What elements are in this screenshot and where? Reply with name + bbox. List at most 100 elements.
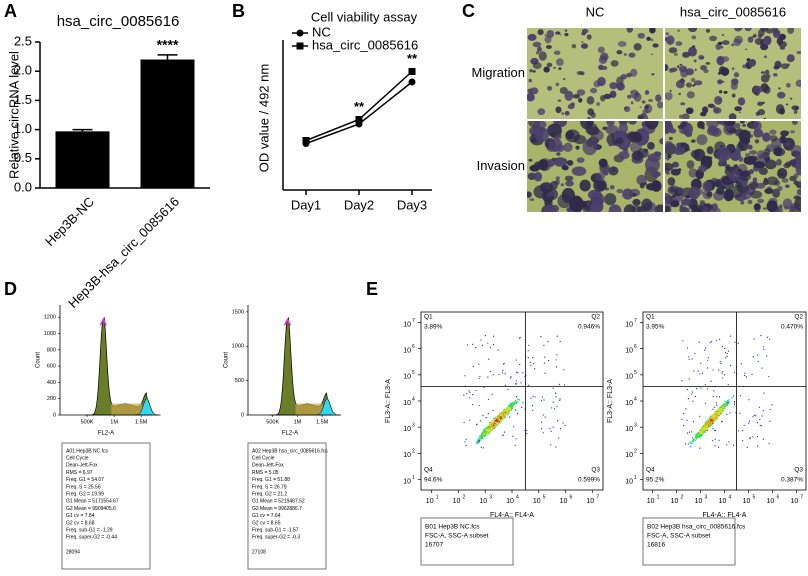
event-dot bbox=[510, 406, 513, 409]
cell bbox=[665, 192, 671, 202]
event-dot bbox=[700, 433, 703, 436]
cell bbox=[564, 90, 574, 101]
event-dot bbox=[710, 341, 713, 343]
x-tick-exponent: 6 bbox=[570, 494, 573, 500]
cell bbox=[651, 73, 655, 76]
cell bbox=[688, 168, 698, 178]
event-dot bbox=[719, 361, 721, 363]
event-dot bbox=[497, 416, 501, 420]
cell bbox=[702, 106, 709, 114]
x-tick-exponent: 5 bbox=[752, 494, 755, 500]
quadrant-name: Q2 bbox=[794, 314, 803, 321]
report-line: Freq. sub-G1 = -1.57 bbox=[252, 528, 299, 534]
x-tick-exponent: 6 bbox=[776, 494, 779, 500]
cell bbox=[576, 89, 586, 96]
cell bbox=[534, 127, 550, 143]
event-dot bbox=[700, 362, 702, 364]
cell bbox=[692, 84, 695, 87]
cell bbox=[555, 82, 560, 87]
event-dot bbox=[558, 383, 561, 385]
panel-letter: C bbox=[462, 1, 475, 21]
cell bbox=[557, 194, 572, 209]
cell bbox=[527, 191, 532, 198]
event-dot bbox=[497, 349, 499, 351]
event-dot bbox=[540, 428, 543, 430]
event-dot bbox=[511, 407, 514, 410]
event-dot bbox=[487, 342, 489, 344]
y-tick-label: 10 bbox=[403, 400, 411, 407]
cell bbox=[605, 187, 609, 191]
cell bbox=[604, 193, 617, 206]
event-dot bbox=[483, 433, 485, 435]
event-dot bbox=[705, 425, 709, 429]
event-dot bbox=[491, 393, 493, 395]
cell bbox=[667, 177, 676, 186]
report-line: G2 cv = 8.65 bbox=[252, 520, 281, 526]
event-dot bbox=[509, 377, 512, 379]
y-tick-label: 1.5 bbox=[14, 92, 32, 107]
cell bbox=[762, 207, 767, 210]
cell bbox=[754, 203, 761, 210]
event-dot bbox=[479, 420, 481, 422]
cell bbox=[538, 51, 547, 61]
micrograph bbox=[665, 28, 801, 119]
event-dot bbox=[712, 423, 714, 425]
event-dot bbox=[492, 409, 494, 411]
cell bbox=[785, 103, 789, 106]
report-line: Freq. G1 = 54.07 bbox=[66, 477, 104, 483]
quadrant-value: 95.2% bbox=[646, 477, 665, 484]
cell bbox=[777, 91, 786, 99]
chart-title: hsa_circ_0085616 bbox=[57, 13, 180, 30]
event-dot bbox=[469, 419, 471, 421]
cell bbox=[763, 177, 768, 182]
event-dot bbox=[516, 400, 518, 403]
cell bbox=[721, 34, 725, 36]
y-tick-label: 10 bbox=[403, 321, 411, 328]
event-dot bbox=[697, 432, 700, 434]
event-dot bbox=[506, 407, 510, 411]
cell bbox=[760, 71, 766, 74]
event-dot bbox=[724, 347, 726, 350]
cell bbox=[681, 77, 684, 80]
cell bbox=[618, 151, 630, 160]
cell bbox=[608, 204, 622, 212]
micrograph-bg bbox=[527, 28, 663, 119]
event-dot bbox=[485, 416, 487, 419]
y-tick-label: 1.0 bbox=[14, 121, 32, 136]
event-dot bbox=[477, 441, 480, 444]
event-dot bbox=[720, 421, 723, 423]
cell bbox=[548, 138, 563, 152]
cell bbox=[616, 188, 624, 194]
cell bbox=[718, 90, 723, 94]
event-dot bbox=[532, 356, 534, 359]
histogram-fill bbox=[269, 316, 342, 416]
event-dot bbox=[502, 434, 504, 436]
cell bbox=[691, 35, 697, 40]
event-dot bbox=[485, 428, 489, 432]
x-tick-exponent: 3 bbox=[705, 494, 708, 500]
x-tick-label: Day1 bbox=[291, 197, 321, 212]
cell bbox=[665, 92, 673, 101]
cell bbox=[675, 41, 683, 46]
panel-letter: D bbox=[4, 279, 17, 299]
report-line: RMS = 5.05 bbox=[252, 470, 279, 476]
cell bbox=[755, 209, 760, 212]
report-line: B01 Hep3B NC.fcs bbox=[425, 524, 480, 531]
x-tick-label: 10 bbox=[426, 498, 434, 505]
cell bbox=[798, 204, 801, 209]
x-tick-label: 10 bbox=[767, 498, 775, 505]
event-dot bbox=[701, 372, 704, 374]
cell bbox=[529, 164, 540, 172]
event-dot bbox=[544, 356, 546, 358]
cell bbox=[793, 110, 798, 114]
event-dot bbox=[692, 421, 695, 423]
cell bbox=[598, 64, 604, 70]
cell bbox=[672, 162, 679, 168]
cell bbox=[669, 89, 672, 93]
event-dot bbox=[482, 447, 484, 449]
cell bbox=[757, 101, 764, 106]
cell bbox=[547, 159, 555, 167]
event-dot bbox=[466, 392, 468, 394]
event-dot bbox=[559, 398, 561, 400]
cell bbox=[575, 145, 580, 150]
